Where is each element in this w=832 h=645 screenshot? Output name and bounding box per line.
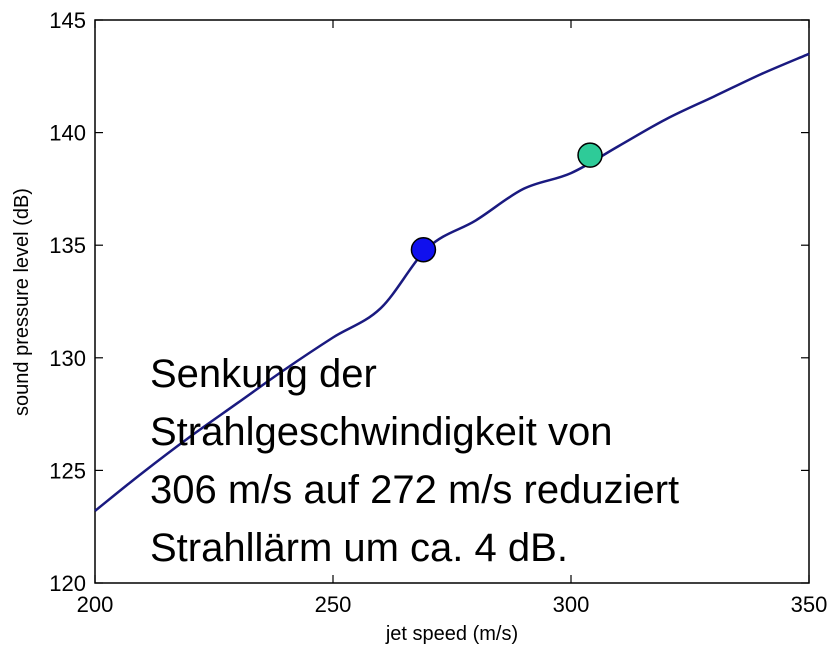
data-point-marker — [577, 142, 603, 168]
series-line — [94, 52, 810, 512]
y-tick-label: 120 — [49, 571, 86, 596]
x-axis-label: jet speed (m/s) — [385, 623, 518, 645]
x-tick-label: 250 — [315, 592, 352, 617]
y-tick-label: 140 — [49, 121, 86, 146]
y-tick-label: 125 — [49, 458, 86, 483]
axis-tick-labels: 200 250 300 350 120 125 130 135 140 145 — [49, 8, 827, 617]
annotation-line: Senkung der — [150, 352, 377, 396]
annotation-text: Senkung der Strahlgeschwindigkeit von 306 … — [150, 352, 679, 570]
data-point-marker — [410, 236, 437, 263]
data-markers — [410, 142, 603, 263]
x-tick-label: 300 — [553, 592, 590, 617]
y-axis-label: sound pressure level (dB) — [11, 188, 33, 416]
plot-area — [94, 19, 810, 584]
y-tick-label: 130 — [49, 346, 86, 371]
annotation-line: Strahlgeschwindigkeit von — [150, 410, 612, 454]
x-tick-label: 200 — [77, 592, 114, 617]
x-tick-label: 350 — [791, 592, 828, 617]
axis-ticks — [94, 19, 810, 584]
y-tick-label: 135 — [49, 233, 86, 258]
annotation-line: 306 m/s auf 272 m/s reduziert — [150, 468, 679, 512]
y-tick-label: 145 — [49, 8, 86, 33]
annotation-line: Strahllärm um ca. 4 dB. — [150, 526, 568, 570]
